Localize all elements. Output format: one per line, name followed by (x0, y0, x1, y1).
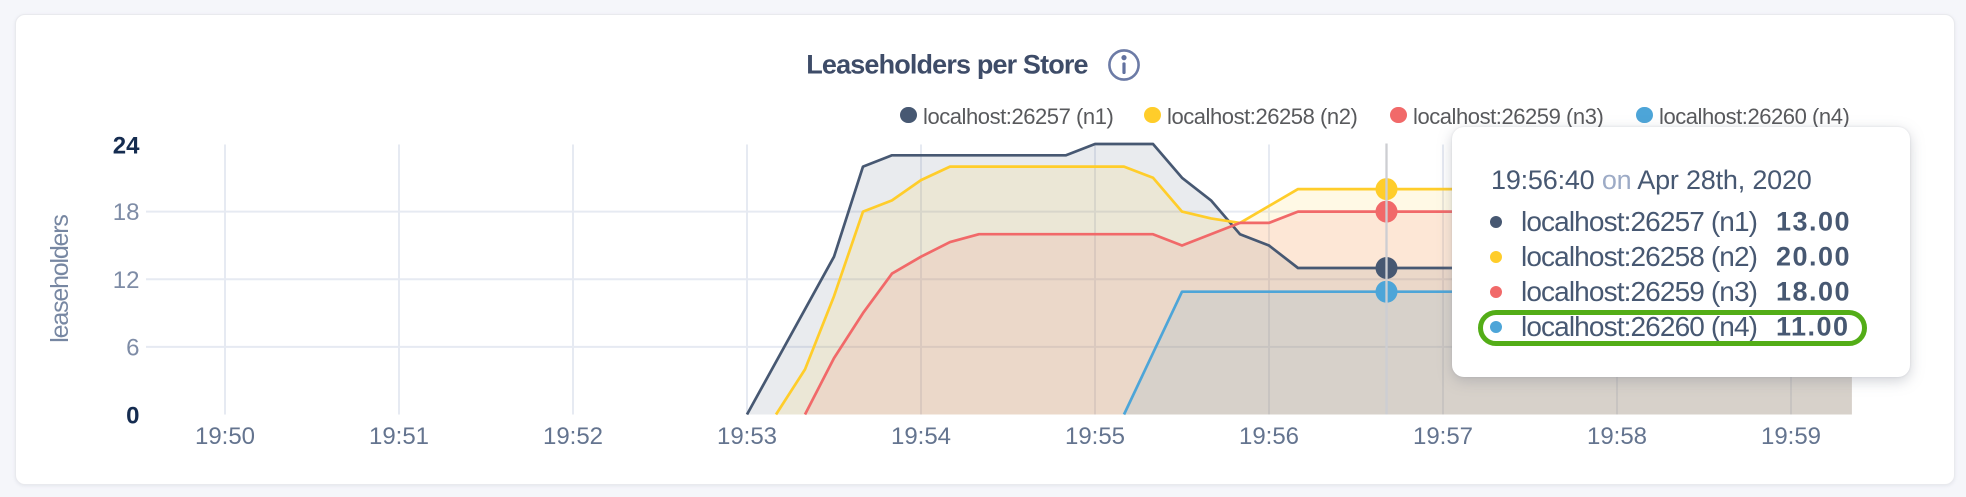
svg-text:19:54: 19:54 (891, 423, 951, 450)
svg-text:19:59: 19:59 (1761, 423, 1821, 450)
svg-text:18: 18 (113, 199, 140, 226)
svg-text:6: 6 (126, 334, 139, 361)
svg-text:19:51: 19:51 (369, 423, 429, 450)
svg-text:12: 12 (113, 267, 140, 294)
svg-text:19:53: 19:53 (717, 423, 777, 450)
svg-text:leaseholders: leaseholders (46, 215, 74, 343)
svg-text:0: 0 (126, 403, 139, 430)
svg-text:24: 24 (113, 133, 140, 160)
svg-text:19:50: 19:50 (195, 423, 255, 450)
svg-text:19:55: 19:55 (1065, 423, 1125, 450)
svg-text:19:58: 19:58 (1587, 423, 1647, 450)
svg-text:19:56: 19:56 (1239, 423, 1299, 450)
svg-text:19:57: 19:57 (1413, 423, 1473, 450)
svg-text:19:52: 19:52 (543, 423, 603, 450)
